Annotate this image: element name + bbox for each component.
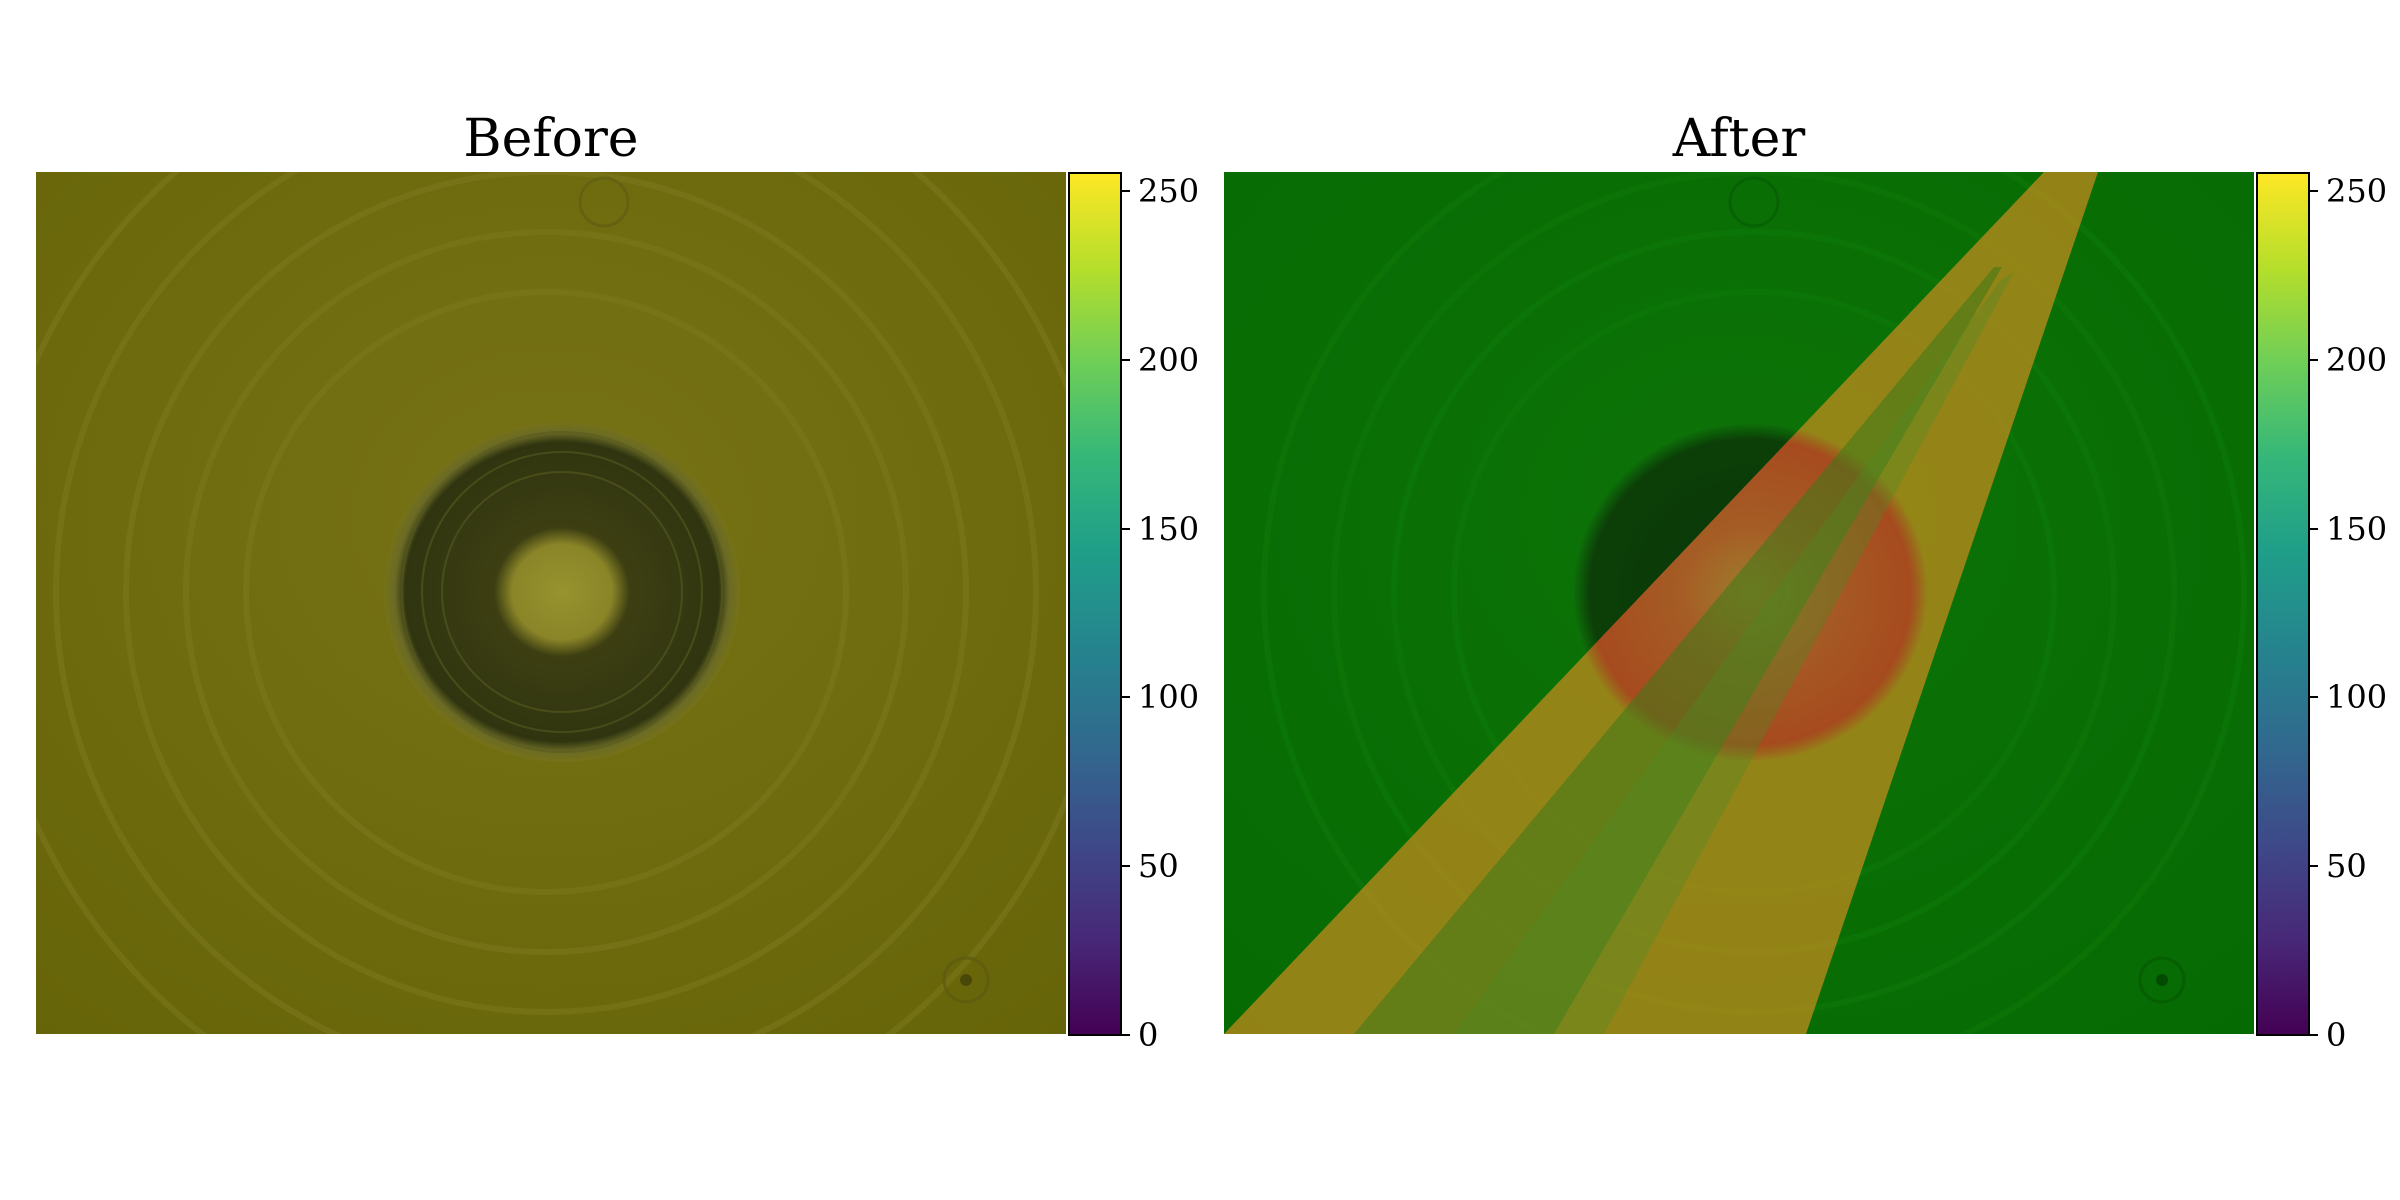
before-colorbar-tick-150: 150 xyxy=(1138,510,1200,548)
before-colorbar-tick-250: 250 xyxy=(1138,172,1200,210)
after-colorbar-tick-150: 150 xyxy=(2326,510,2388,548)
before-title: Before xyxy=(463,109,639,169)
after-image xyxy=(1224,172,2254,1034)
before-colorbar xyxy=(1068,172,1122,1036)
before-colorbar-tick-200: 200 xyxy=(1138,341,1200,379)
before-colorbar-tick-0: 0 xyxy=(1138,1016,1159,1054)
before-colorbar-tick-100: 100 xyxy=(1138,678,1200,716)
before-colorbar-ticks: 0 50 100 150 200 250 xyxy=(1068,172,1218,1051)
after-colorbar-tick-50: 50 xyxy=(2326,847,2367,885)
after-colorbar-tick-0: 0 xyxy=(2326,1016,2347,1054)
after-colorbar-ticks: 0 50 100 150 200 250 xyxy=(2256,172,2396,1051)
before-image xyxy=(36,172,1066,1034)
before-central-spot xyxy=(384,422,740,762)
before-fringes xyxy=(36,172,1066,1034)
after-colorbar xyxy=(2256,172,2310,1036)
before-colorbar-tick-50: 50 xyxy=(1138,847,1179,885)
after-colorbar-tick-100: 100 xyxy=(2326,678,2388,716)
after-colorbar-tick-250: 250 xyxy=(2326,172,2388,210)
after-colorbar-tick-200: 200 xyxy=(2326,341,2388,379)
after-microscopy-image xyxy=(1224,172,2254,1034)
before-microscopy-image xyxy=(36,172,1066,1034)
after-title: After xyxy=(1672,109,1806,169)
